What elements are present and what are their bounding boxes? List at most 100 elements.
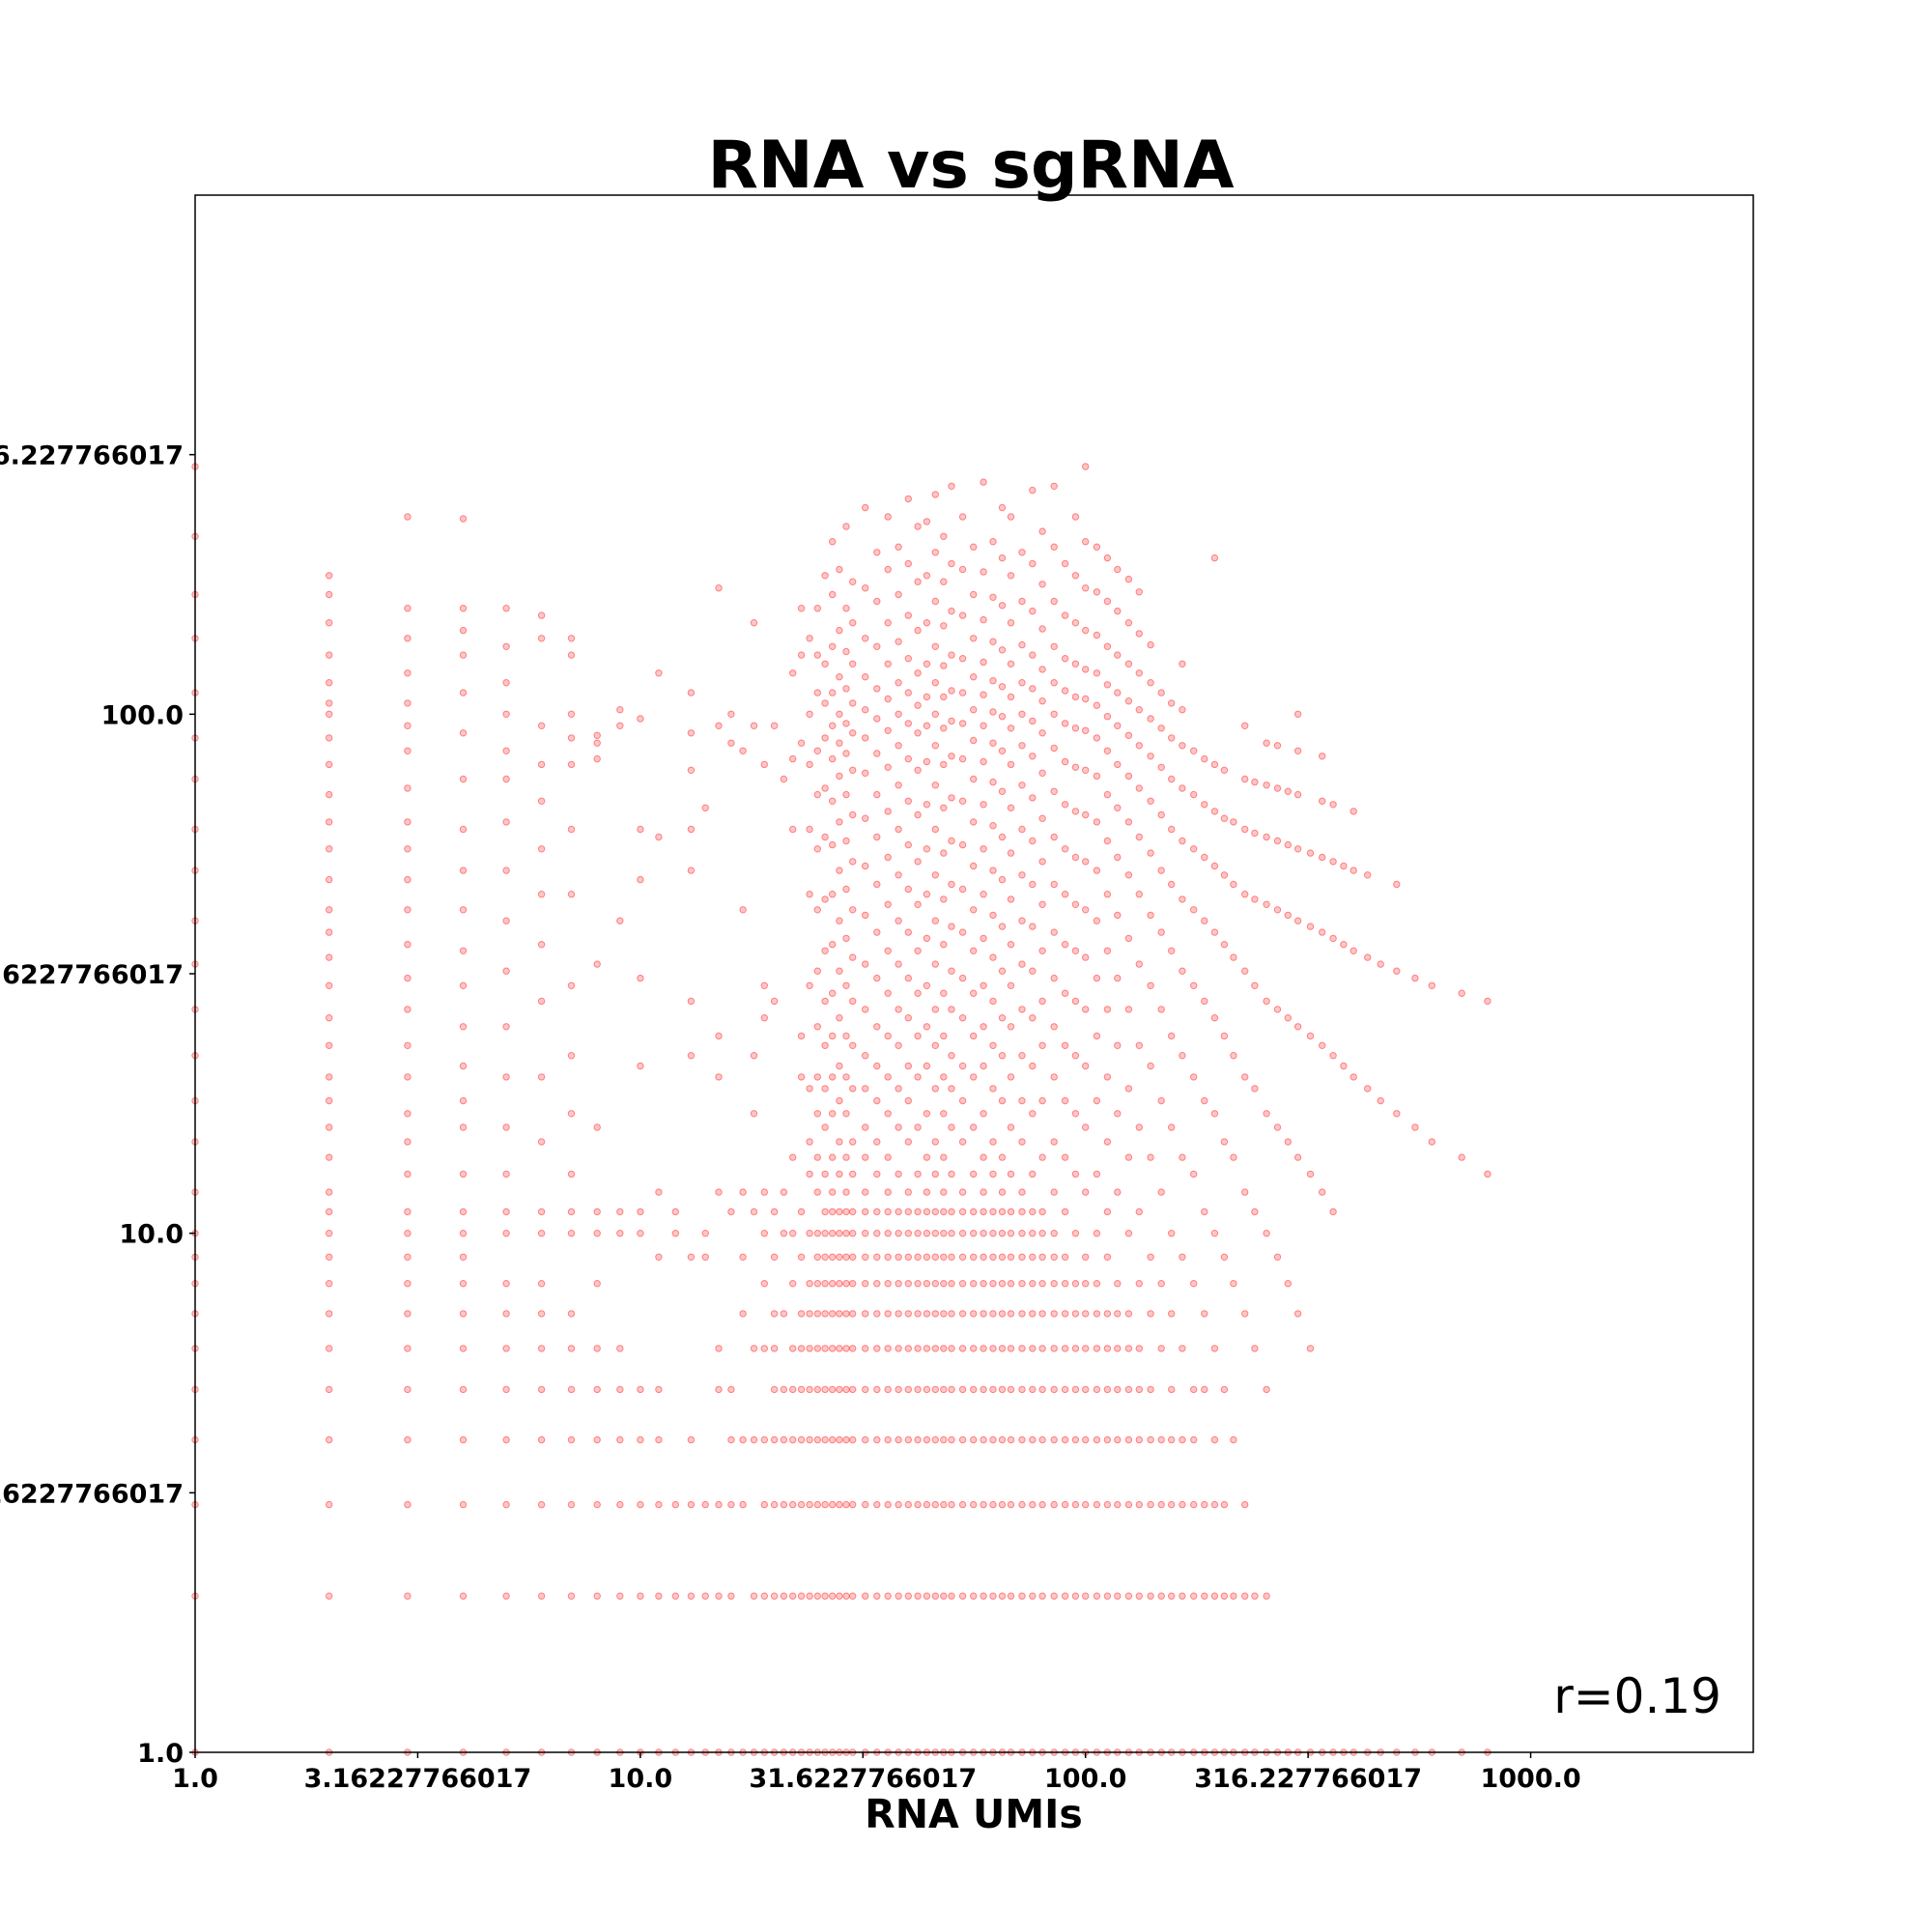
data-point [1082,1280,1090,1288]
data-point [616,1208,624,1216]
data-point [813,1435,821,1444]
data-point [1230,880,1237,889]
data-point [1329,801,1337,809]
data-point [1135,1345,1144,1352]
data-point [884,1032,892,1040]
data-point [1135,1435,1144,1444]
data-point [970,1170,978,1179]
data-point [884,1253,892,1262]
data-point [1147,640,1154,649]
data-point [1340,862,1348,870]
data-point [813,1592,821,1600]
data-point [404,722,412,729]
data-point [1201,1385,1208,1394]
data-point [797,1385,806,1394]
data-point [914,669,922,677]
data-point [1018,1280,1026,1288]
data-point [914,523,922,530]
data-point [931,491,939,498]
data-point [1029,559,1037,568]
data-point [904,1435,912,1444]
data-point [637,1500,644,1509]
data-point [989,1230,997,1237]
data-point [895,1500,902,1509]
data-point [655,1385,663,1394]
data-point [1147,1592,1154,1600]
data-point [948,1253,955,1262]
data-point [1190,981,1198,989]
data-point [931,1006,939,1013]
data-point [780,1385,788,1394]
data-point [829,642,837,650]
data-point [637,715,644,723]
data-point [1007,1023,1015,1031]
data-point [1263,1385,1270,1394]
data-point [821,895,829,903]
data-point [404,818,412,826]
data-point [1273,837,1282,845]
data-point [404,906,412,914]
data-point [1377,1096,1384,1105]
data-point [1147,911,1154,920]
data-point [502,1280,510,1288]
data-point [884,1208,892,1216]
data-point [1061,1385,1069,1394]
data-point [459,1345,468,1352]
data-point [873,685,881,693]
data-point [958,1500,967,1509]
data-point [1007,1592,1015,1600]
data-point [849,1345,857,1352]
data-point [671,1500,679,1509]
data-point [1007,1170,1015,1179]
data-point [404,1592,412,1600]
data-point [989,1041,997,1050]
data-point [1157,1280,1165,1288]
data-point [1306,1345,1315,1352]
data-point [1230,818,1237,826]
data-point [1147,1310,1154,1318]
data-point [687,1052,696,1060]
data-point [1364,953,1372,961]
data-point [1018,781,1026,789]
data-point [593,754,601,763]
data-point [1103,790,1112,799]
data-point [842,1310,850,1318]
data-point [789,1435,797,1444]
data-point [884,853,892,862]
data-point [1319,853,1326,862]
data-point [931,1230,939,1237]
data-point [849,1280,857,1288]
data-point [537,1435,546,1444]
data-point [980,1500,987,1509]
data-point [806,825,813,834]
data-point [842,1110,850,1118]
data-point [1082,1006,1090,1013]
data-point [849,729,857,737]
data-point [1007,849,1015,857]
data-point [750,1208,758,1216]
data-point [1230,953,1237,961]
data-point [1147,1435,1154,1444]
data-point [567,1110,576,1118]
data-point [931,1041,939,1050]
data-point [849,1435,857,1444]
data-point [914,1032,922,1040]
data-point [1263,781,1270,789]
data-point [1319,797,1326,805]
data-point [1124,1385,1133,1394]
data-point [326,619,333,627]
data-point [998,787,1007,795]
data-point [813,1500,821,1509]
data-point [1293,1153,1302,1161]
data-point [821,947,829,954]
data-point [970,1310,978,1318]
data-point [1201,801,1208,809]
data-point [873,750,881,757]
data-point [1340,1062,1348,1070]
data-point [836,565,843,574]
data-point [948,967,955,975]
data-point [989,1385,997,1394]
data-point [760,1014,768,1022]
data-point [1071,1500,1080,1509]
data-point [980,1230,987,1237]
